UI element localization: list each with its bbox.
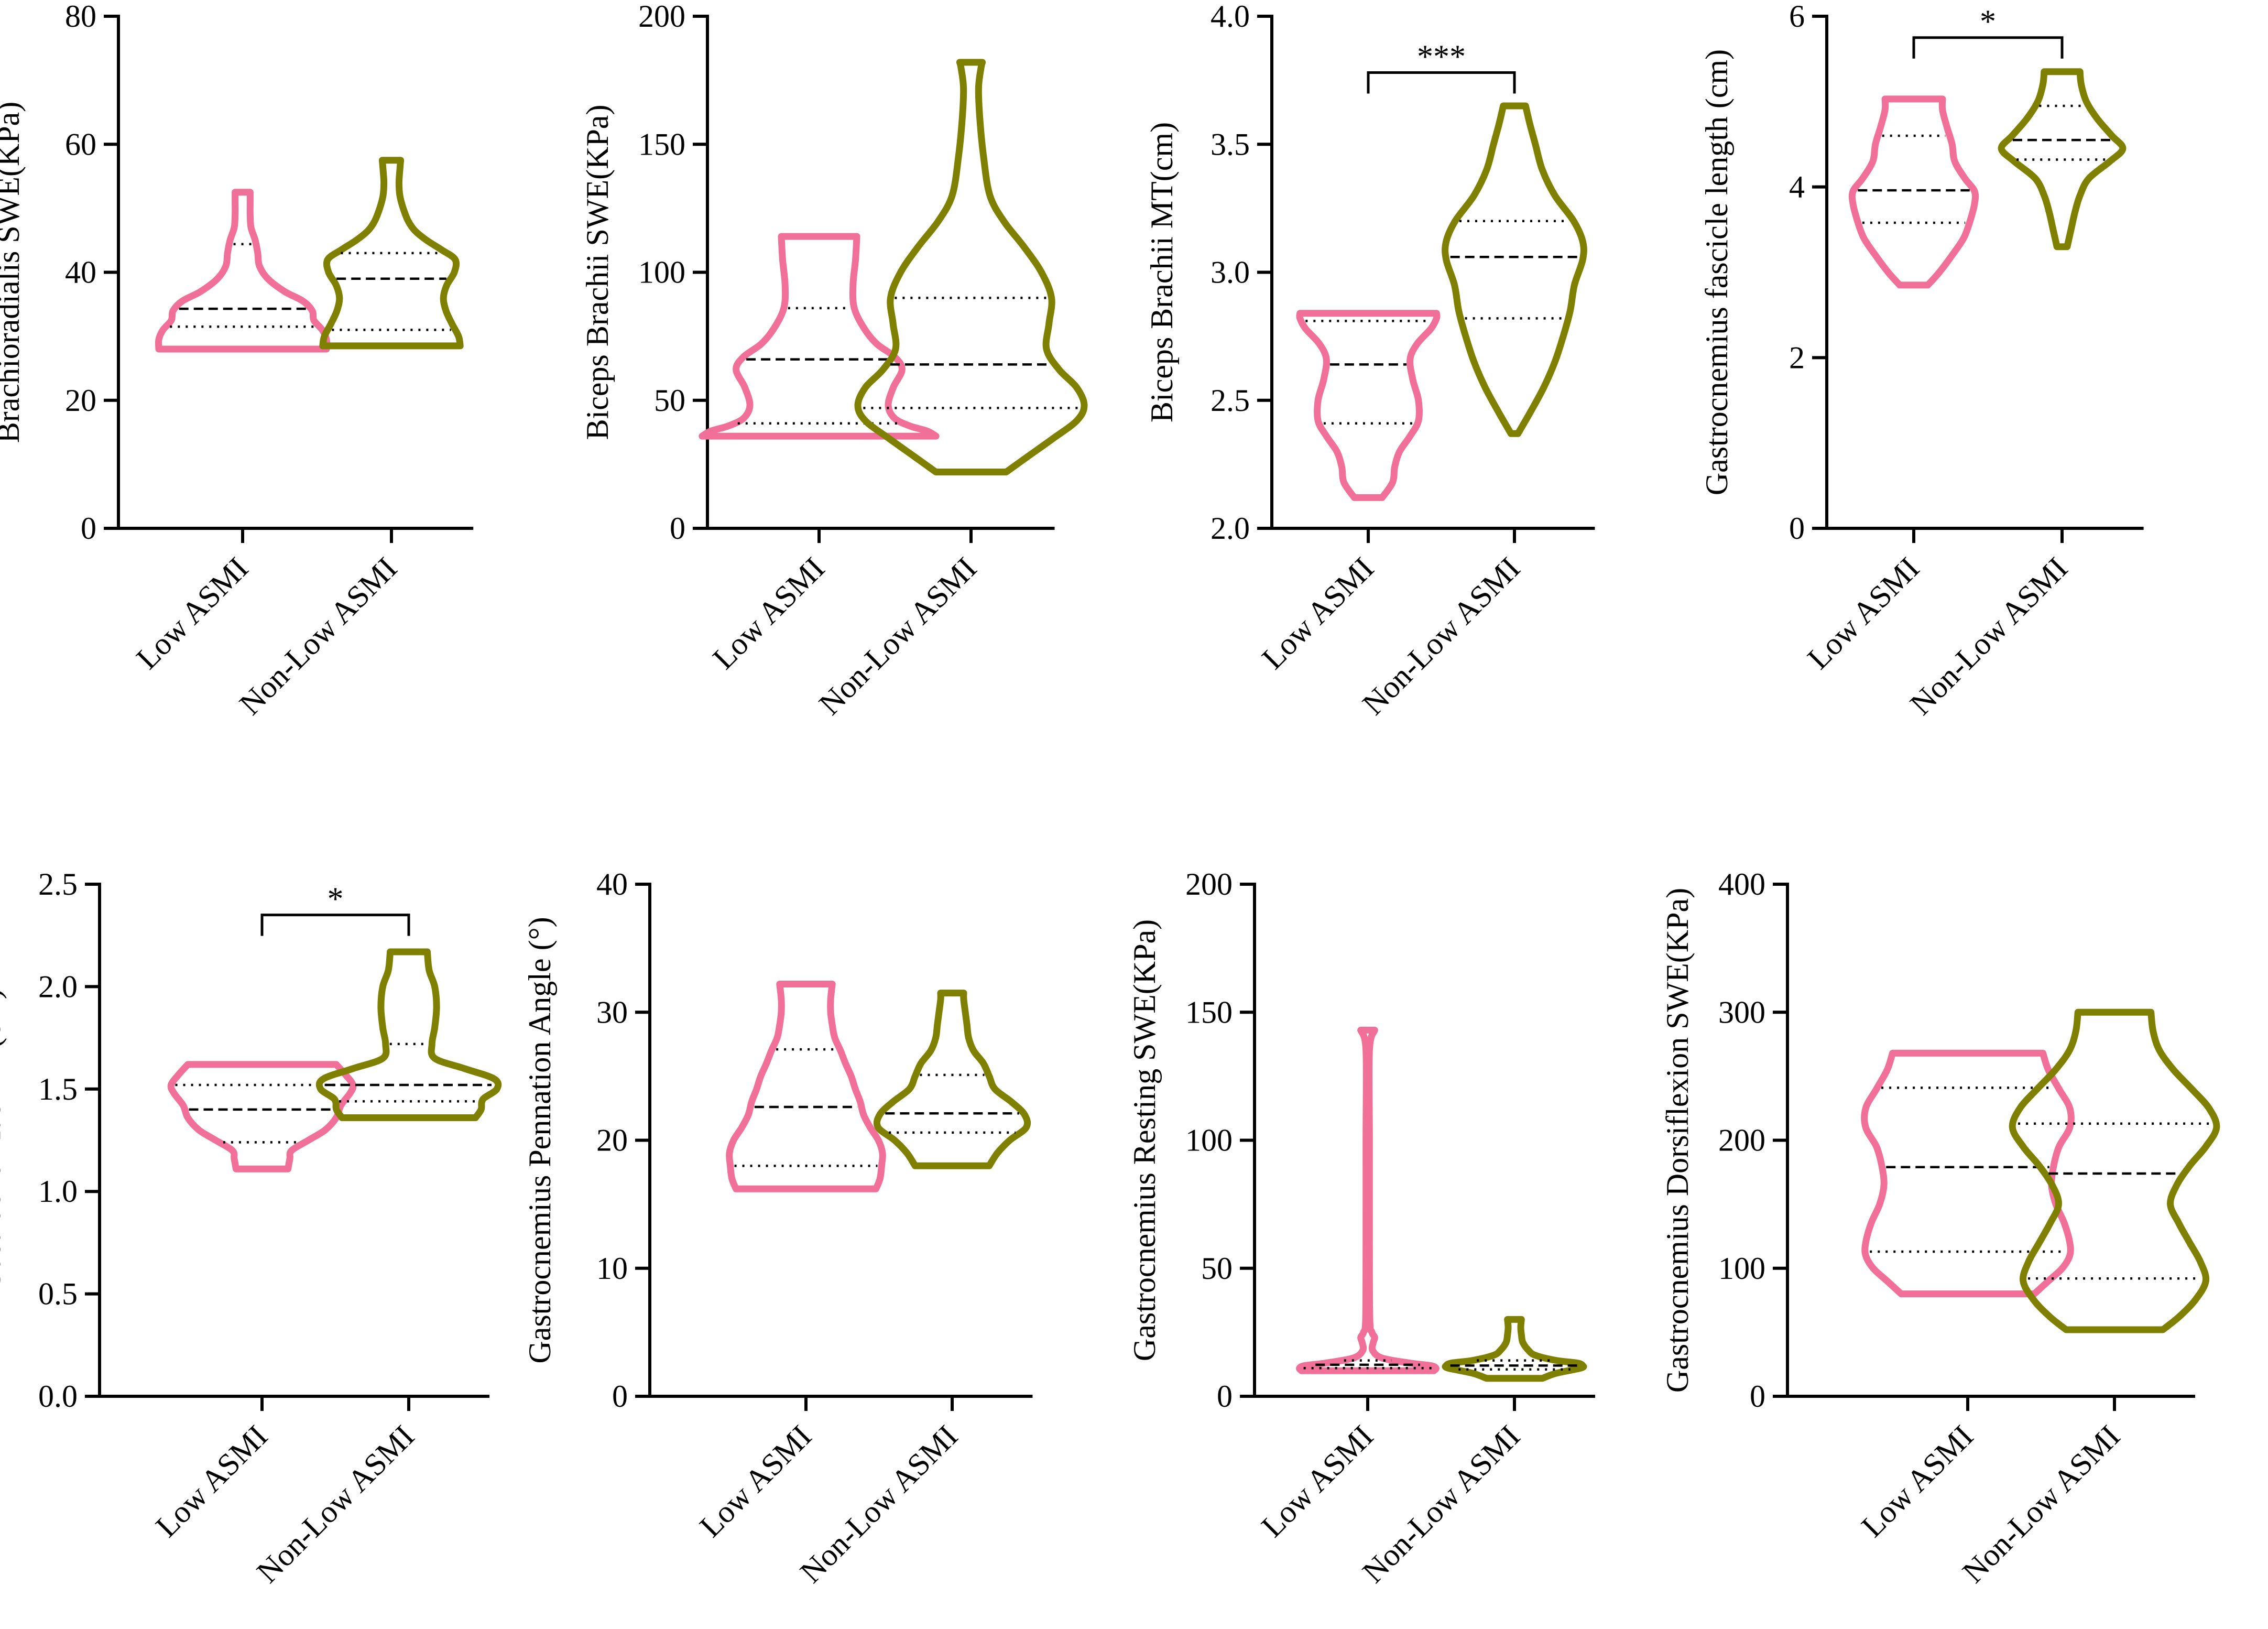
y-tick-label: 200 [1185,867,1233,902]
x-category-label: Non-Low ASMI [793,1419,964,1590]
violin-non-low-asmi [1442,102,1587,437]
x-category-label: Low ASMI [693,1419,818,1544]
y-tick-label: 3.5 [1211,127,1250,161]
y-tick-label: 2 [1789,340,1805,375]
y-axis-title: Gastrocnemius Pennation Angle (°) [522,917,557,1363]
x-category-label: Non-Low ASMI [250,1419,421,1590]
y-tick-label: 100 [1185,1123,1233,1158]
y-tick-label: 150 [1185,995,1233,1029]
y-tick-label: 200 [638,0,685,34]
y-axis-title: Biceps Brachii MT(cm) [1144,122,1179,422]
y-tick-label: 0.0 [38,1379,78,1414]
y-axis-title: Brachioradialis SWE(KPa) [0,102,26,443]
y-tick-label: 200 [1718,1123,1765,1158]
violin-panel-6: 0 10 20 30 40 Gastrocnemius Pennation Angle (… [522,867,1033,1590]
y-tick-label: 0 [612,1379,628,1414]
x-category-label: Non-Low ASMI [1903,551,2074,722]
y-tick-label: 0 [1789,511,1805,546]
y-tick-label: 100 [638,255,685,290]
violin-low-asmi [167,1061,357,1172]
violin-low-asmi [1296,310,1441,501]
y-tick-label: 40 [65,255,96,290]
y-tick-label: 30 [596,995,628,1029]
y-axis-title: Biceps Brachii SWE(KPa) [580,105,615,440]
x-category-label: Low ASMI [1255,1419,1380,1544]
significance-bracket [1912,36,2064,59]
x-category-label: Low ASMI [1255,551,1380,676]
y-tick-label: 40 [596,867,628,902]
y-tick-label: 20 [596,1123,628,1158]
y-tick-label: 300 [1718,995,1765,1029]
y-tick-label: 100 [1718,1251,1765,1286]
significance-bracket [1367,71,1516,94]
violin-non-low-asmi [854,59,1088,475]
y-tick-label: 0 [1217,1379,1233,1414]
significance-label: * [328,882,344,917]
y-axis-title: Gastrocnemius Resting SWE(KPa) [1127,919,1162,1361]
y-tick-label: 0.5 [38,1277,78,1311]
y-tick-label: 60 [65,127,96,161]
violin-non-low-asmi [319,157,464,350]
y-tick-label: 2.0 [1211,511,1250,546]
violin-non-low-asmi [873,990,1031,1169]
y-tick-label: 2.0 [38,969,78,1004]
violin-non-low-asmi [315,948,502,1121]
y-tick-label: 3.0 [1211,255,1250,290]
x-category-label: Non-Low ASMI [1356,551,1526,722]
violin-panel-4: 0 2 4 6 Gastrocnemius fascicle length (cm) Lo… [1699,0,2144,722]
y-tick-label: 150 [638,127,685,161]
x-category-label: Low ASMI [1855,1419,1980,1544]
significance-label: *** [1417,39,1466,74]
y-tick-label: 0 [670,511,685,546]
y-tick-label: 0 [81,511,96,546]
violin-panel-8: 0 100 200 300 400 Gastrocnemius Dorsiflexion … [1660,867,2220,1590]
y-tick-label: 6 [1789,0,1805,34]
violin-panel-7: 0 50 100 150 200 Gastrocnemius Resting SWE(KP… [1127,867,1595,1590]
x-category-label: Non-Low ASMI [1356,1419,1526,1590]
y-tick-label: 50 [1201,1251,1233,1286]
x-category-label: Non-Low ASMI [1956,1419,2127,1590]
y-tick-label: 4 [1789,170,1805,204]
violin-non-low-asmi [2009,1008,2220,1333]
violin-non-low-asmi [1442,1316,1587,1382]
violin-low-asmi [1861,1049,2075,1298]
y-tick-label: 10 [596,1251,628,1286]
violin-low-asmi [155,189,331,353]
x-category-label: Low ASMI [129,551,255,676]
y-tick-label: 2.5 [38,867,78,902]
x-category-label: Low ASMI [149,1419,274,1544]
violin-panel-3: 2.0 2.5 3.0 3.5 4.0 Biceps Brachii MT(cm) Low … [1144,0,1595,722]
violin-low-asmi [1296,1026,1440,1374]
x-category-label: Non-Low ASMI [233,551,404,722]
violin-panel-5: 0.0 0.5 1.0 1.5 2.0 2.5 Gastrocnemius MT(cm) Lo… [0,867,502,1590]
violin-low-asmi [726,981,886,1192]
y-tick-label: 400 [1718,867,1765,902]
x-category-label: Low ASMI [706,551,831,676]
y-tick-label: 80 [65,0,96,34]
significance-bracket [260,914,410,936]
y-tick-label: 0 [1750,1379,1765,1414]
x-category-label: Non-Low ASMI [812,551,983,722]
y-axis-title: Gastrocnemius fascicle length (cm) [1699,49,1734,495]
y-tick-label: 2.5 [1211,383,1250,418]
significance-label: * [1980,4,1996,40]
violin-low-asmi [1848,95,1979,289]
violin-panel-2: 0 50 100 150 200 Biceps Brachii SWE(KPa) Low A… [580,0,1088,722]
y-tick-label: 1.0 [38,1174,78,1209]
y-axis-title: Gastrocnemius MT(cm) [0,989,7,1291]
y-tick-label: 50 [654,383,685,418]
x-category-label: Low ASMI [1801,551,1926,676]
y-axis-title: Gastrocnemius Dorsiflexion SWE(KPa) [1660,888,1695,1393]
violin-panel-1: 0 20 40 60 80 Brachioradialis SWE(KPa) Low ASM… [0,0,474,722]
violin-non-low-asmi [1998,68,2127,251]
y-tick-label: 4.0 [1211,0,1250,34]
violin-low-asmi [699,233,940,440]
y-tick-label: 20 [65,383,96,418]
y-tick-label: 1.5 [38,1072,78,1106]
